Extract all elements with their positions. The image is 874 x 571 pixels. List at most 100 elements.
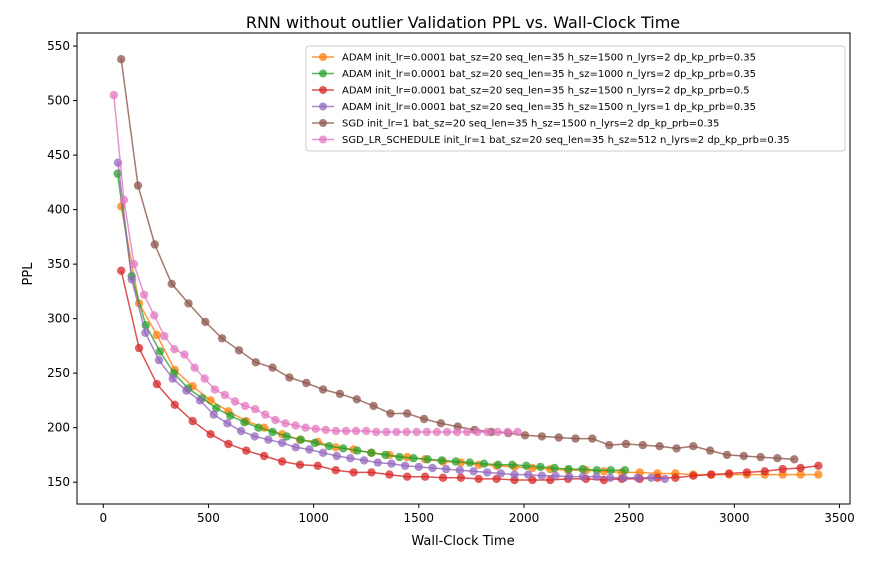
data-point [224, 439, 233, 449]
data-point [756, 452, 765, 462]
data-point [403, 409, 412, 418]
data-point [400, 461, 410, 470]
data-point [251, 404, 260, 414]
data-point [152, 379, 162, 389]
data-point [324, 442, 334, 451]
data-point [660, 474, 670, 484]
data-point [599, 467, 609, 476]
data-point [212, 403, 221, 413]
x-axis: 0 500 1000 1500 2000 2500 3000 3500 [99, 504, 855, 525]
data-point [109, 90, 119, 100]
data-point [220, 390, 230, 400]
y-tick-label: 250 [47, 366, 70, 380]
data-point [349, 468, 358, 477]
data-point [260, 451, 269, 461]
chart-title: RNN without outlier Validation PPL vs. W… [246, 13, 680, 32]
data-point [442, 427, 452, 437]
data-point [240, 418, 249, 427]
data-point [814, 461, 823, 470]
data-point [722, 450, 732, 460]
data-point [438, 473, 448, 482]
data-point [724, 469, 734, 478]
data-point [422, 427, 431, 437]
data-point [647, 473, 656, 482]
y-tick-label: 500 [47, 94, 70, 108]
data-point [620, 466, 630, 475]
data-point [184, 299, 193, 308]
data-point [251, 358, 260, 367]
x-tick-label: 0 [99, 511, 107, 525]
legend-item: SGD_LR_SCHEDULE init_lr=1 bat_sz=20 seq_… [312, 135, 790, 146]
x-axis-label: Wall-Clock Time [411, 534, 514, 549]
data-point [412, 427, 421, 437]
x-tick-label: 3000 [719, 511, 750, 525]
data-point [537, 432, 547, 441]
data-point [588, 434, 597, 443]
data-point [223, 419, 232, 428]
data-point [778, 464, 787, 474]
x-tick-label: 1500 [404, 511, 435, 525]
data-point [332, 451, 341, 461]
data-point [441, 464, 451, 474]
data-point [428, 463, 437, 473]
data-point [592, 466, 601, 475]
data-point [209, 410, 218, 419]
data-point [167, 279, 176, 288]
data-point [638, 440, 647, 450]
data-point [282, 432, 291, 441]
data-point [496, 469, 505, 478]
data-point [773, 454, 782, 463]
data-point [409, 454, 418, 463]
data-point [493, 460, 503, 469]
data-point [117, 55, 126, 64]
series-layer [109, 55, 823, 485]
data-point [436, 419, 446, 428]
data-point [455, 466, 464, 475]
x-tick-label: 1000 [298, 511, 329, 525]
data-point [796, 463, 805, 473]
data-point [414, 462, 423, 472]
data-point [369, 401, 378, 411]
legend-label: ADAM init_lr=0.0001 bat_sz=20 seq_len=35… [342, 86, 750, 97]
data-point [188, 416, 197, 426]
legend-item: ADAM init_lr=0.0001 bat_sz=20 seq_len=35… [312, 86, 750, 97]
data-point [619, 473, 629, 482]
data-point [381, 450, 390, 460]
data-point [739, 451, 748, 461]
data-point [352, 395, 361, 404]
data-point [742, 468, 752, 477]
data-point [264, 435, 273, 444]
data-point [141, 328, 150, 337]
legend-label: ADAM init_lr=0.0001 bat_sz=20 seq_len=35… [342, 53, 756, 64]
data-point [295, 460, 305, 469]
data-point [133, 181, 143, 190]
data-point [473, 427, 482, 437]
legend-swatch-marker [319, 135, 327, 144]
legend-label: SGD init_lr=1 bat_sz=20 seq_len=35 h_sz=… [342, 119, 719, 130]
data-point [152, 330, 162, 340]
data-point [302, 378, 311, 388]
data-point [139, 290, 149, 299]
data-point [281, 419, 290, 428]
data-point [226, 411, 235, 420]
data-point [242, 446, 251, 455]
data-point [230, 397, 240, 406]
data-point [554, 433, 563, 442]
plot-frame [76, 32, 851, 505]
x-tick-label: 500 [197, 511, 220, 525]
data-point [331, 426, 341, 436]
data-point [520, 431, 530, 440]
data-point [465, 458, 475, 467]
series-line [120, 270, 819, 481]
legend-item: SGD init_lr=1 bat_sz=20 seq_len=35 h_sz=… [312, 119, 719, 130]
y-axis-label: PPL [21, 262, 36, 286]
data-point [493, 427, 502, 437]
data-point [483, 468, 492, 477]
y-tick-label: 450 [47, 148, 70, 162]
data-point [346, 454, 355, 463]
data-point [318, 448, 328, 457]
data-point [551, 471, 560, 480]
data-point [456, 473, 466, 482]
data-point [510, 470, 519, 479]
